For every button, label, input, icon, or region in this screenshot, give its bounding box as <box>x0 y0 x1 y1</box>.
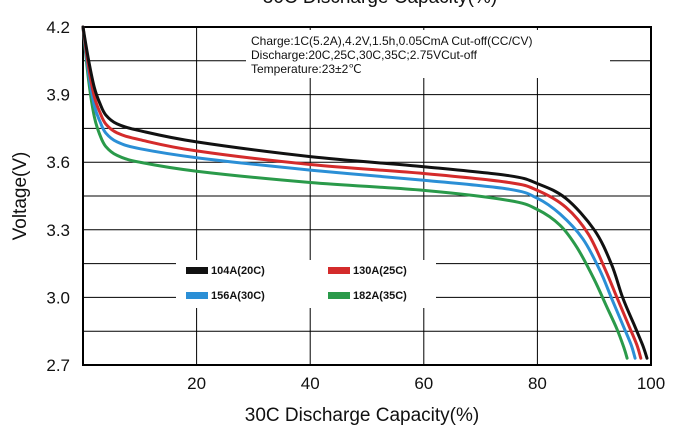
x-tick-label: 60 <box>414 374 433 393</box>
chart-title-partial: 30C Discharge Capacity(%) <box>263 0 497 8</box>
series-line-130a-25c <box>81 25 643 360</box>
y-tick-label: 3.0 <box>46 288 70 307</box>
legend-swatch-156a-30c <box>186 292 208 299</box>
x-tick-label: 40 <box>301 374 320 393</box>
note-temperature: Temperature:23±2℃ <box>251 62 362 76</box>
x-tick-labels: 20 40 60 80 100 <box>187 374 665 393</box>
series-line-182a-35c <box>81 25 629 360</box>
series-curves <box>81 25 649 360</box>
x-tick-label: 100 <box>637 374 665 393</box>
y-axis-title: Voltage(V) <box>10 152 31 241</box>
note-discharge: Discharge:20C,25C,30C,35C;2.75VCut-off <box>251 48 478 62</box>
plot-frame <box>82 26 652 366</box>
test-conditions-note: Charge:1C(5.2A),4.2V,1.5h,0.05CmA Cut-of… <box>246 30 610 78</box>
legend-swatch-130a-25c <box>328 267 350 274</box>
y-tick-label: 3.6 <box>46 153 70 172</box>
legend-label-182a-35c: 182A(35C) <box>353 290 407 302</box>
legend-label-104a-20c: 104A(20C) <box>211 265 265 277</box>
y-tick-label: 3.9 <box>46 86 70 105</box>
x-tick-label: 20 <box>187 374 206 393</box>
y-tick-label: 4.2 <box>46 18 70 37</box>
note-background <box>246 30 610 78</box>
legend: 104A(20C) 130A(25C) 156A(30C) 182A(35C) <box>176 260 436 308</box>
legend-swatch-182a-35c <box>328 292 350 299</box>
legend-label-156a-30c: 156A(30C) <box>211 290 265 302</box>
x-axis-title: 30C Discharge Capacity(%) <box>245 405 479 426</box>
series-line-156a-30c <box>81 25 637 360</box>
y-tick-label: 3.3 <box>46 221 70 240</box>
y-tick-label: 2.7 <box>46 356 70 375</box>
legend-label-130a-25c: 130A(25C) <box>353 265 407 277</box>
legend-swatch-104a-20c <box>186 267 208 274</box>
series-line-104a-20c <box>81 25 649 360</box>
legend-background <box>176 260 436 308</box>
note-charge: Charge:1C(5.2A),4.2V,1.5h,0.05CmA Cut-of… <box>251 34 532 48</box>
x-tick-label: 80 <box>528 374 547 393</box>
y-tick-labels: 4.2 3.9 3.6 3.3 3.0 2.7 <box>46 18 70 375</box>
